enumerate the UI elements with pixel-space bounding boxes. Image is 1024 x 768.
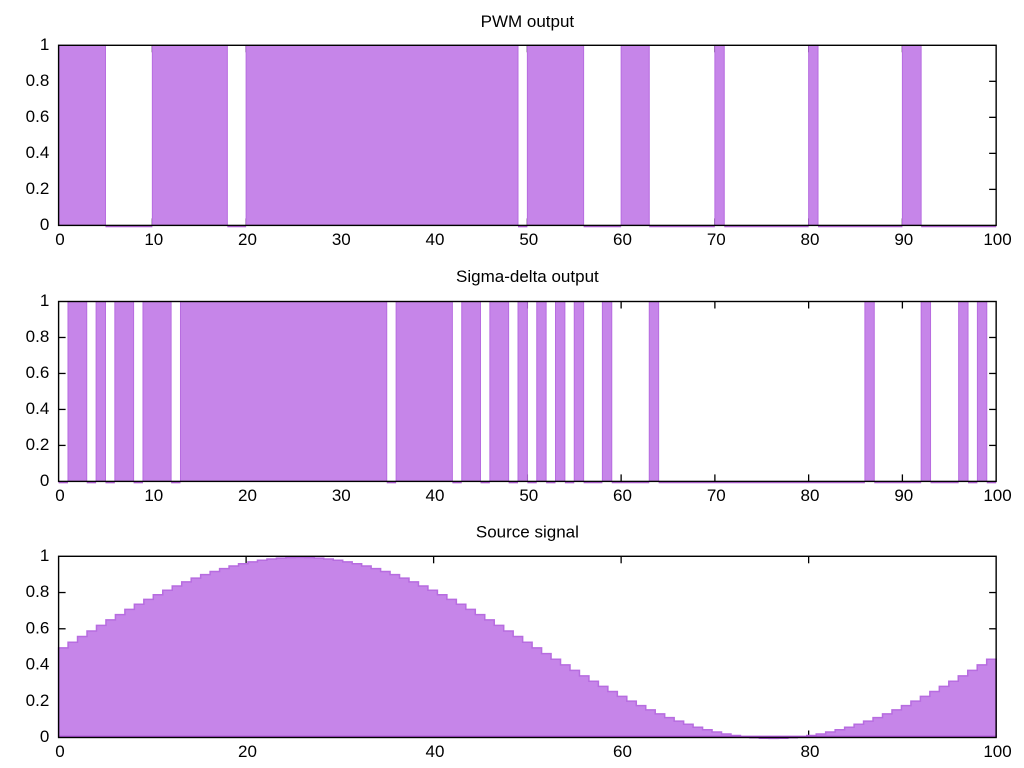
svg-text:0.8: 0.8 — [26, 71, 50, 90]
svg-text:50: 50 — [519, 486, 538, 505]
svg-text:1: 1 — [40, 546, 49, 565]
svg-text:0: 0 — [55, 486, 64, 505]
svg-text:PWM output: PWM output — [481, 12, 575, 31]
svg-text:100: 100 — [983, 230, 1011, 249]
svg-text:0: 0 — [55, 742, 64, 761]
svg-text:40: 40 — [426, 230, 445, 249]
svg-text:20: 20 — [238, 230, 257, 249]
svg-text:Source signal: Source signal — [476, 522, 579, 541]
svg-text:0.2: 0.2 — [26, 435, 50, 454]
svg-text:90: 90 — [894, 486, 913, 505]
svg-text:30: 30 — [332, 486, 351, 505]
svg-text:60: 60 — [613, 486, 632, 505]
svg-text:0.6: 0.6 — [26, 363, 50, 382]
svg-text:20: 20 — [238, 742, 257, 761]
svg-text:100: 100 — [983, 742, 1011, 761]
svg-text:0.8: 0.8 — [26, 582, 50, 601]
svg-text:10: 10 — [144, 230, 163, 249]
svg-text:0: 0 — [40, 471, 49, 490]
svg-text:0.4: 0.4 — [26, 143, 50, 162]
svg-text:40: 40 — [426, 486, 445, 505]
svg-text:0.6: 0.6 — [26, 107, 50, 126]
svg-text:60: 60 — [613, 230, 632, 249]
svg-text:70: 70 — [707, 230, 726, 249]
svg-text:0.6: 0.6 — [26, 618, 50, 637]
svg-text:1: 1 — [40, 291, 49, 310]
svg-text:70: 70 — [707, 486, 726, 505]
svg-text:0.2: 0.2 — [26, 179, 50, 198]
svg-text:80: 80 — [801, 230, 820, 249]
svg-text:0: 0 — [40, 727, 49, 746]
svg-text:0: 0 — [55, 230, 64, 249]
svg-text:0.2: 0.2 — [26, 691, 50, 710]
svg-text:0.4: 0.4 — [26, 399, 50, 418]
svg-text:0: 0 — [40, 215, 49, 234]
svg-text:60: 60 — [613, 742, 632, 761]
svg-text:0.8: 0.8 — [26, 327, 50, 346]
svg-text:1: 1 — [40, 35, 49, 54]
svg-text:100: 100 — [983, 486, 1011, 505]
svg-text:10: 10 — [144, 486, 163, 505]
svg-text:50: 50 — [519, 230, 538, 249]
svg-text:0.4: 0.4 — [26, 655, 50, 674]
svg-text:Sigma-delta output: Sigma-delta output — [456, 267, 599, 286]
svg-text:80: 80 — [801, 486, 820, 505]
svg-text:40: 40 — [426, 742, 445, 761]
svg-text:90: 90 — [894, 230, 913, 249]
svg-text:20: 20 — [238, 486, 257, 505]
svg-text:30: 30 — [332, 230, 351, 249]
svg-text:80: 80 — [801, 742, 820, 761]
